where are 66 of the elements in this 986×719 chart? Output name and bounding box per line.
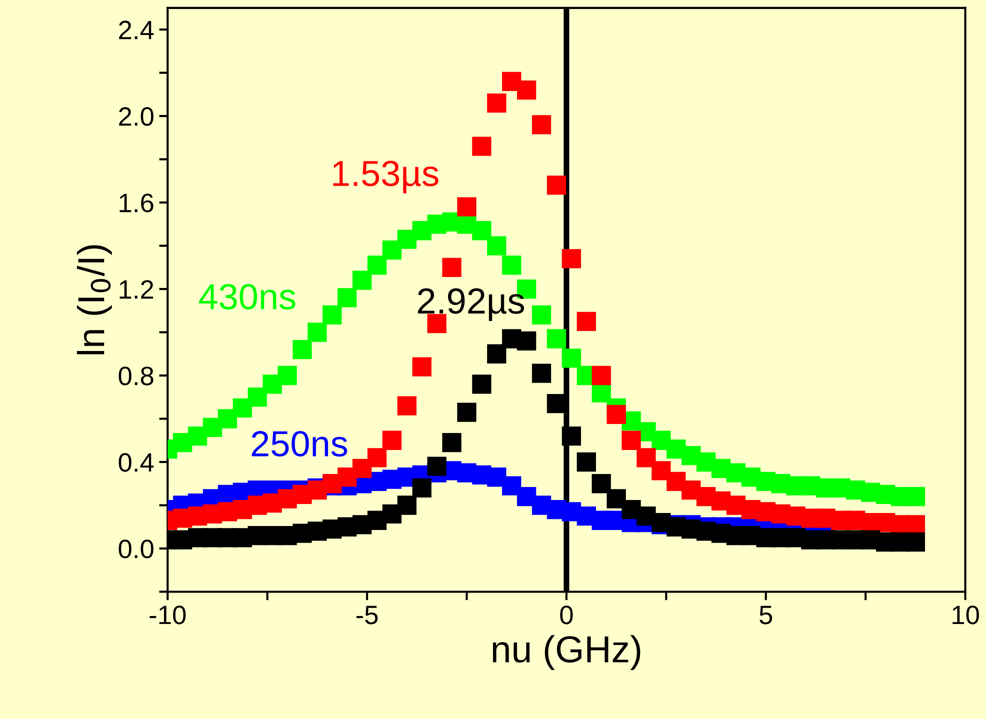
x-tick-label: 5: [760, 606, 772, 624]
point: [308, 322, 327, 342]
point: [546, 329, 566, 348]
point: [487, 344, 506, 364]
x-axis-title: nu (GHz): [492, 635, 640, 670]
y-axis-title: ln (I$_{0}$/I): [76, 245, 112, 354]
point: [592, 474, 611, 494]
point: [906, 487, 926, 506]
series-label: 2.92µs: [418, 288, 524, 321]
point: [532, 364, 552, 383]
point: [487, 236, 506, 256]
point: [367, 256, 387, 275]
y-tick-label: 2.0: [119, 107, 154, 126]
point: [322, 305, 342, 325]
series-label: 1.53µs: [333, 160, 438, 194]
x-tick-label: 0: [560, 606, 573, 624]
point: [338, 288, 357, 308]
point: [352, 458, 372, 478]
point: [457, 402, 476, 422]
y-tick-label: 1.6: [120, 194, 154, 212]
point: [412, 478, 432, 498]
point: [532, 115, 552, 134]
point: [636, 448, 656, 468]
point: [278, 366, 297, 386]
point: [367, 448, 387, 468]
series-label: 430ns: [199, 284, 296, 310]
y-tick-label: 2.4: [119, 20, 154, 40]
point: [397, 396, 416, 416]
point: [502, 256, 522, 275]
point: [562, 426, 582, 446]
point: [576, 312, 596, 332]
point: [472, 374, 492, 394]
point: [292, 340, 312, 360]
y-tick-label: 0.8: [118, 366, 154, 386]
y-tick-label: 0.0: [118, 540, 154, 558]
x-tick-label: -5: [356, 606, 378, 624]
point: [427, 456, 446, 476]
point: [472, 221, 492, 240]
point: [352, 270, 372, 290]
x-tick-label: 10: [952, 606, 979, 624]
point: [562, 348, 582, 368]
point: [576, 452, 596, 472]
point: [906, 532, 926, 552]
point: [442, 258, 462, 277]
point: [517, 331, 536, 350]
point: [397, 496, 416, 515]
series-label: 250ns: [252, 430, 348, 457]
point: [218, 409, 238, 428]
point: [457, 197, 476, 216]
point: [562, 249, 582, 268]
point: [606, 404, 626, 424]
point: [532, 305, 552, 325]
point: [592, 366, 611, 386]
x-tick-label: -10: [150, 606, 186, 624]
point: [248, 388, 267, 407]
y-tick-label: 0.4: [118, 453, 154, 472]
point: [622, 430, 641, 450]
point: [232, 398, 252, 418]
point: [412, 357, 432, 376]
point: [472, 136, 492, 156]
point: [382, 430, 402, 450]
y-tick-label: 1.2: [120, 280, 154, 299]
point: [517, 80, 536, 100]
point: [442, 432, 462, 452]
point: [546, 176, 566, 195]
point: [487, 93, 506, 113]
